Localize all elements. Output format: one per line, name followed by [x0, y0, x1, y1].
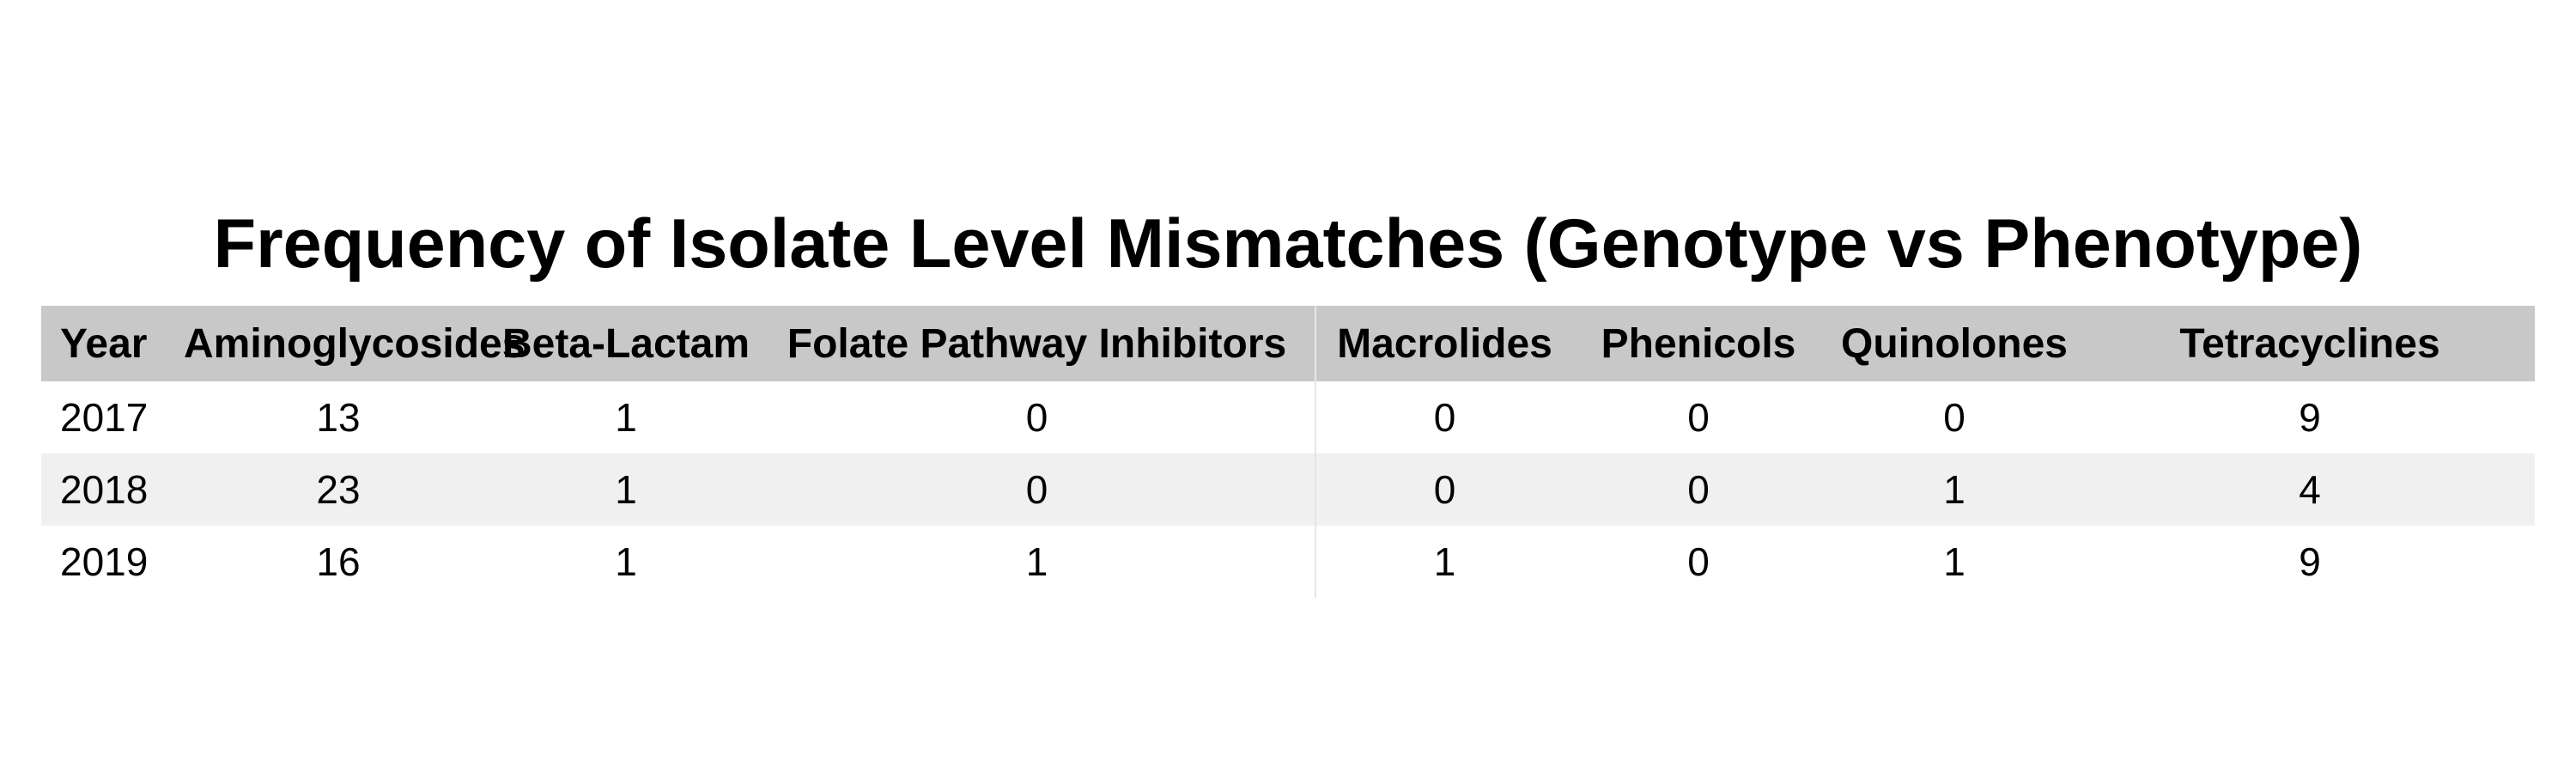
table-cell-beta-lactam: 1 — [615, 539, 637, 584]
column-header-macrolides: Macrolides — [1315, 306, 1573, 381]
table-row: 2019 16 1 1 1 0 1 9 — [41, 526, 2535, 598]
table-cell-tetracyclines: 9 — [2299, 539, 2321, 584]
table-cell-tetracyclines: 4 — [2085, 453, 2535, 526]
table-cell-quinolones: 1 — [1824, 453, 2085, 526]
table-cell-macrolides: 1 — [1315, 526, 1573, 598]
table-cell-year: 2018 — [41, 453, 184, 526]
table-cell-phenicols: 0 — [1687, 395, 1710, 440]
table-cell-beta-lactam: 1 — [493, 453, 759, 526]
table-cell-tetracyclines: 9 — [2299, 395, 2321, 440]
mismatch-table: Year Aminoglycosides Beta-Lactam Folate … — [41, 306, 2535, 598]
table-cell-year: 2017 — [60, 395, 149, 440]
table-cell-year: 2019 — [60, 539, 149, 584]
table-cell-phenicols: 0 — [1573, 453, 1824, 526]
table-cell-folate-pathway-inhibitors: 0 — [759, 453, 1315, 526]
table-cell-quinolones: 0 — [1943, 395, 1965, 440]
chart-title: Frequency of Isolate Level Mismatches (G… — [213, 205, 2363, 283]
mismatch-table-container: Year Aminoglycosides Beta-Lactam Folate … — [41, 306, 2535, 598]
table-cell-aminoglycosides: 13 — [316, 395, 361, 440]
table-header-row: Year Aminoglycosides Beta-Lactam Folate … — [41, 306, 2535, 381]
table-cell-aminoglycosides: 23 — [184, 453, 493, 526]
column-header-quinolones: Quinolones — [1824, 306, 2085, 381]
table-cell-aminoglycosides: 16 — [316, 539, 361, 584]
table-row: 2017 13 1 0 0 0 0 9 — [41, 381, 2535, 453]
table-cell-macrolides: 0 — [1315, 453, 1573, 526]
column-header-beta-lactam: Beta-Lactam — [493, 306, 759, 381]
table-cell-quinolones: 1 — [1943, 539, 1965, 584]
column-header-folate-pathway-inhibitors: Folate Pathway Inhibitors — [759, 306, 1315, 381]
table-cell-phenicols: 0 — [1687, 539, 1710, 584]
column-header-tetracyclines: Tetracyclines — [2085, 306, 2535, 381]
column-header-aminoglycosides: Aminoglycosides — [184, 306, 525, 381]
column-header-phenicols: Phenicols — [1573, 306, 1824, 381]
column-header-year: Year — [41, 306, 184, 381]
table-cell-folate-pathway-inhibitors: 0 — [1025, 395, 1048, 440]
table-cell-beta-lactam: 1 — [615, 395, 637, 440]
table-row: 2018 23 1 0 0 0 1 4 — [41, 453, 2535, 526]
table-cell-macrolides: 0 — [1315, 381, 1573, 453]
table-cell-folate-pathway-inhibitors: 1 — [1025, 539, 1048, 584]
